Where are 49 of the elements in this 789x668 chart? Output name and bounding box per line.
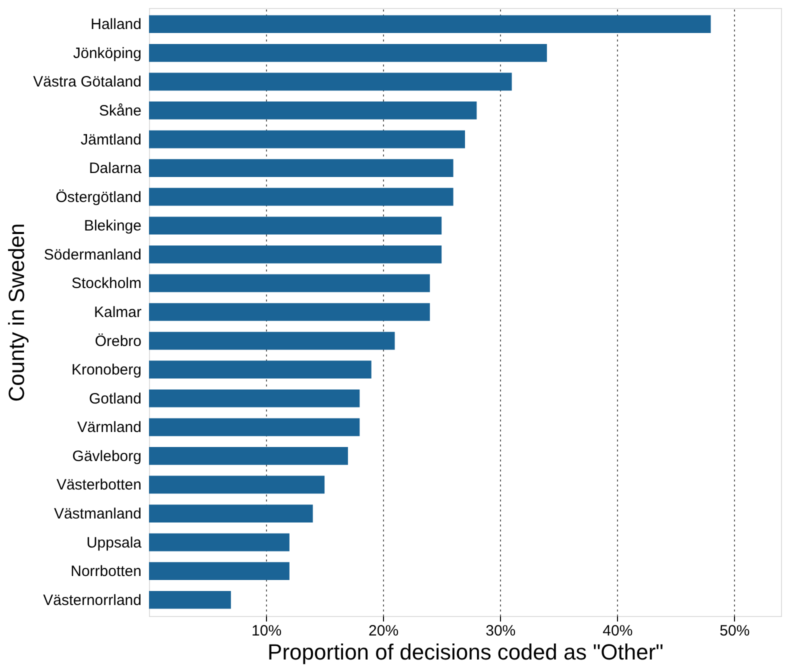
bar <box>149 274 430 292</box>
y-tick-label: Stockholm <box>71 275 142 292</box>
bar <box>149 130 465 148</box>
y-tick-label: Västmanland <box>54 506 142 523</box>
y-tick-label: Västerbotten <box>56 476 142 494</box>
bar <box>149 303 430 321</box>
bar <box>149 389 360 408</box>
y-tick-label: Gotland <box>88 390 142 408</box>
y-tick-label: Jönköping <box>73 44 142 62</box>
y-tick-label: Södermanland <box>44 246 142 264</box>
bar <box>149 562 290 580</box>
x-tick-label: 20% <box>368 622 399 640</box>
y-tick-label: Värmland <box>77 419 142 436</box>
bar <box>149 418 360 436</box>
y-tick-label: Örebro <box>94 332 142 350</box>
y-tick-label: Dalarna <box>88 160 142 178</box>
x-tick-label: 40% <box>602 622 633 640</box>
y-axis-title: County in Sweden <box>4 223 30 402</box>
bar <box>149 246 442 264</box>
bar <box>149 15 711 34</box>
y-tick-label: Västernorrland <box>43 592 142 609</box>
x-tick-label: 10% <box>252 622 282 640</box>
bar <box>149 360 372 378</box>
y-tick-label: Gävleborg <box>72 448 142 465</box>
bar <box>149 72 512 91</box>
bar <box>149 332 395 350</box>
bar <box>149 447 348 465</box>
y-tick-label: Västra Götaland <box>33 74 142 91</box>
bar <box>149 188 454 206</box>
bar <box>149 476 325 494</box>
y-tick-label: Kronoberg <box>71 362 142 379</box>
bar <box>149 159 454 177</box>
y-tick-label: Östergötland <box>56 188 142 206</box>
y-tick-label: Jämtland <box>80 131 142 148</box>
x-axis-title: Proportion of decisions coded as "Other" <box>268 640 664 664</box>
bar <box>149 504 313 522</box>
bar <box>149 533 290 552</box>
y-tick-label: Uppsala <box>86 534 142 552</box>
x-tick-label: 50% <box>720 622 750 640</box>
bar <box>149 590 231 609</box>
bar <box>149 44 547 62</box>
bar <box>149 102 477 120</box>
y-tick-label: Halland <box>90 16 142 34</box>
y-tick-label: Blekinge <box>84 218 142 235</box>
y-tick-label: Skåne <box>98 102 142 120</box>
y-tick-label: Norrbotten <box>70 563 142 580</box>
bar <box>149 216 442 235</box>
y-tick-label: Kalmar <box>94 304 142 321</box>
x-tick-label: 30% <box>486 622 516 640</box>
